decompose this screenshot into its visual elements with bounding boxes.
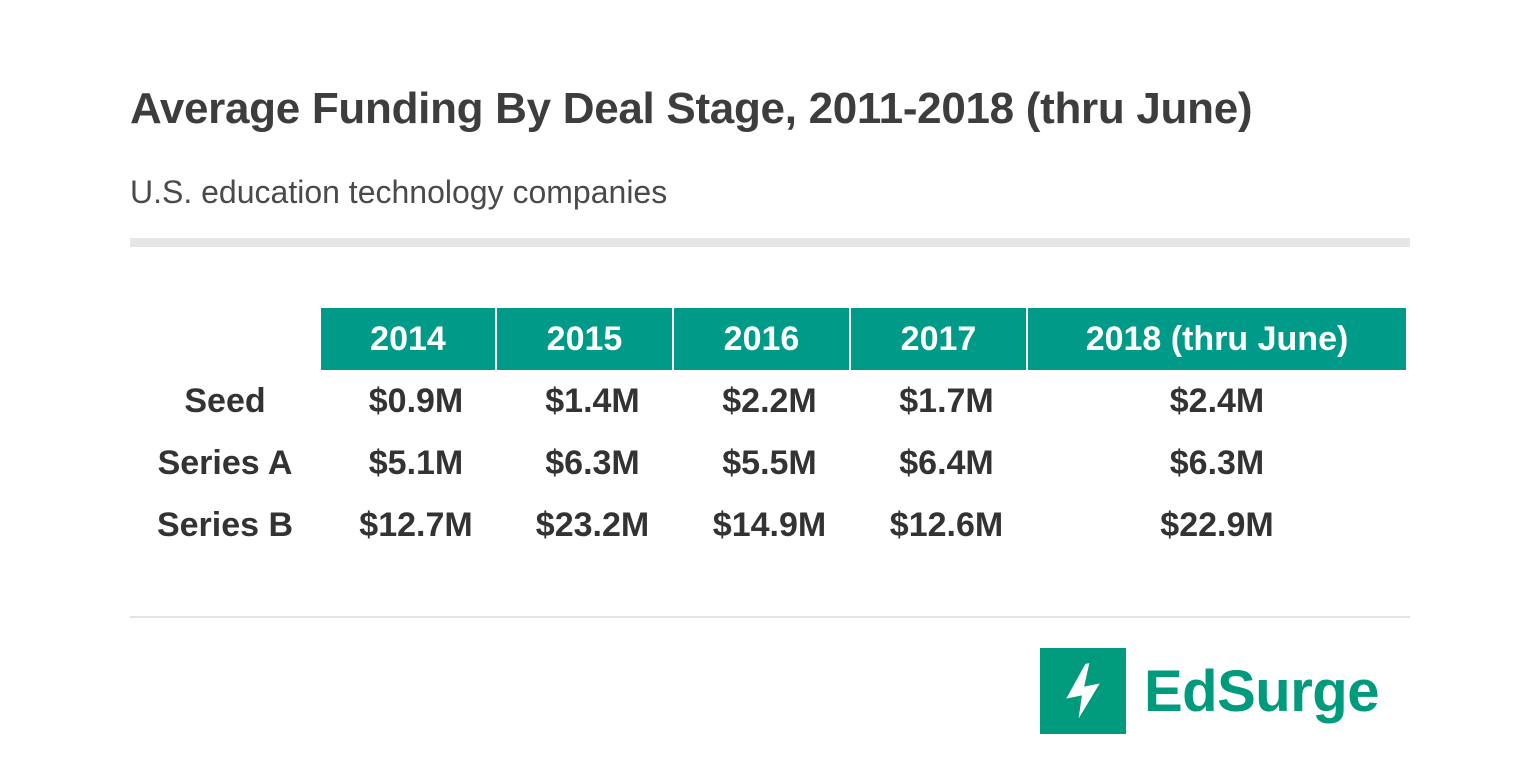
footer-divider (130, 616, 1410, 618)
column-header: 2014 (321, 308, 495, 370)
column-header: 2016 (674, 308, 849, 370)
column-header: 2018 (thru June) (1028, 308, 1406, 370)
logo-wordmark: EdSurge (1144, 658, 1380, 724)
table-cell: $2.2M (722, 381, 817, 420)
chart-title: Average Funding By Deal Stage, 2011-2018… (130, 84, 1253, 133)
table-cell: $6.3M (545, 443, 640, 482)
row-label: Seed (184, 381, 266, 420)
table-cell: $12.7M (359, 505, 473, 544)
table-cell: $23.2M (535, 505, 650, 544)
edsurge-logo: EdSurge (1040, 648, 1410, 734)
table-cell: $1.4M (545, 381, 640, 420)
column-header: 2015 (497, 308, 672, 370)
table-cell: $6.4M (899, 443, 994, 482)
table-cell: $12.6M (889, 505, 1004, 544)
table-cell: $14.9M (712, 505, 827, 544)
chart-subtitle: U.S. education technology companies (130, 174, 668, 210)
table-cell: $6.3M (1169, 443, 1265, 482)
row-label: Series B (156, 505, 294, 544)
table-cell: $5.1M (368, 443, 464, 482)
table-cell: $22.9M (1160, 505, 1274, 544)
table-cell: $2.4M (1169, 381, 1265, 420)
header-divider (130, 238, 1410, 247)
column-header: 2017 (851, 308, 1026, 370)
lightning-bolt-icon (1040, 648, 1126, 734)
row-label: Series A (157, 443, 293, 482)
table-cell: $5.5M (722, 443, 817, 482)
table-cell: $0.9M (368, 381, 464, 420)
table-cell: $1.7M (899, 381, 994, 420)
